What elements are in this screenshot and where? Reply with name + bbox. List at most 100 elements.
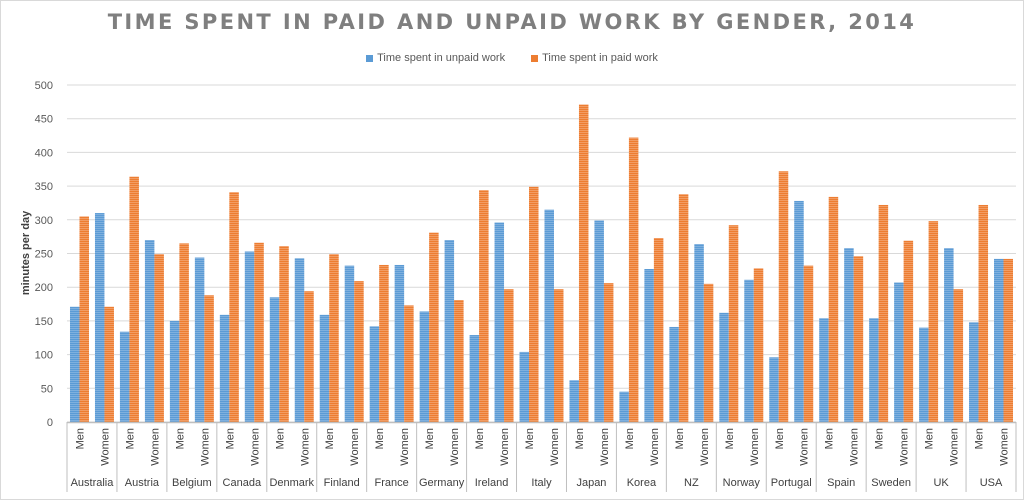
subcategory-label: Men xyxy=(474,428,486,449)
bar-unpaid-spain-women xyxy=(844,248,854,422)
bar-unpaid-belgium-men xyxy=(169,320,180,422)
group-label: NZ xyxy=(684,477,699,489)
subcategory-label: Women xyxy=(949,428,961,466)
subcategory-label: Men xyxy=(974,428,986,449)
subcategory-label: Men xyxy=(574,428,586,449)
bar-unpaid-japan-men xyxy=(569,380,579,422)
legend-swatch-paid xyxy=(531,54,539,62)
group-label: Korea xyxy=(627,477,657,489)
group-label: France xyxy=(375,477,409,489)
bar-paid-denmark-men xyxy=(279,246,289,422)
legend-item-unpaid[interactable]: Time spent in unpaid work xyxy=(366,52,505,64)
y-tick-label: 250 xyxy=(35,249,53,261)
group-label: USA xyxy=(980,477,1003,489)
subcategory-label: Women xyxy=(499,428,511,466)
bar-paid-france-women xyxy=(404,305,414,422)
group-label: Denmark xyxy=(269,477,314,489)
subcategory-label: Women xyxy=(699,428,711,466)
bar-unpaid-australia-men xyxy=(69,306,80,422)
bar-paid-australia-women xyxy=(104,306,114,422)
legend-label-paid: Time spent in paid work xyxy=(542,52,658,64)
bar-paid-belgium-men xyxy=(179,243,189,422)
group-label: Belgium xyxy=(172,477,212,489)
bar-unpaid-finland-men xyxy=(319,314,330,422)
bar-unpaid-france-women xyxy=(394,264,405,422)
subcategory-label: Women xyxy=(799,428,811,466)
bar-paid-austria-women xyxy=(154,254,164,422)
bar-unpaid-portugal-men xyxy=(769,357,779,422)
bar-paid-korea-men xyxy=(628,137,639,422)
bar-paid-ireland-men xyxy=(479,190,489,422)
bar-paid-finland-men xyxy=(329,254,339,422)
bar-unpaid-germany-men xyxy=(419,311,430,422)
subcategory-label: Women xyxy=(549,428,561,466)
group-label: Japan xyxy=(576,477,606,489)
subcategory-label: Men xyxy=(674,428,686,449)
group-label: Finland xyxy=(324,477,360,489)
bar-paid-uk-women xyxy=(953,289,964,422)
bar-unpaid-italy-women xyxy=(544,209,554,422)
y-tick-label: 0 xyxy=(47,417,53,429)
bar-unpaid-ireland-women xyxy=(494,222,505,422)
bar-unpaid-canada-men xyxy=(219,314,230,422)
bar-unpaid-uk-men xyxy=(919,327,929,422)
bar-unpaid-canada-women xyxy=(244,251,255,422)
bar-unpaid-austria-men xyxy=(119,331,130,422)
bar-paid-denmark-women xyxy=(304,291,314,422)
bar-unpaid-portugal-women xyxy=(794,200,804,422)
bar-unpaid-korea-women xyxy=(644,269,654,422)
bar-paid-ireland-women xyxy=(504,289,514,422)
y-tick-label: 300 xyxy=(35,215,53,227)
bar-paid-spain-women xyxy=(853,256,864,422)
bar-paid-usa-women xyxy=(1003,258,1014,422)
bar-unpaid-uk-women xyxy=(944,248,954,422)
subcategory-label: Women xyxy=(299,428,311,466)
subcategory-label: Men xyxy=(374,428,386,449)
group-label: Norway xyxy=(723,477,761,489)
bar-paid-belgium-women xyxy=(204,295,214,422)
bar-paid-nz-women xyxy=(703,283,714,422)
bar-unpaid-austria-women xyxy=(144,240,155,422)
subcategory-label: Men xyxy=(224,428,236,449)
legend-swatch-unpaid xyxy=(366,54,374,62)
bar-unpaid-finland-women xyxy=(344,265,355,422)
bar-paid-canada-women xyxy=(254,242,264,422)
group-label: Germany xyxy=(419,477,465,489)
bar-paid-spain-men xyxy=(828,196,839,422)
bar-unpaid-norway-men xyxy=(719,312,729,422)
bar-paid-canada-men xyxy=(229,192,239,422)
subcategory-label: Women xyxy=(249,428,261,466)
bar-paid-japan-men xyxy=(578,104,589,423)
bar-unpaid-denmark-men xyxy=(269,297,280,422)
bar-paid-sweden-women xyxy=(903,240,914,422)
subcategory-label: Men xyxy=(124,428,136,449)
bar-unpaid-australia-women xyxy=(94,213,105,422)
subcategory-label: Men xyxy=(824,428,836,449)
subcategory-label: Women xyxy=(749,428,761,466)
legend-item-paid[interactable]: Time spent in paid work xyxy=(531,52,658,64)
chart-title: TIME SPENT IN PAID AND UNPAID WORK BY GE… xyxy=(107,10,917,34)
subcategory-label: Women xyxy=(899,428,911,466)
bar-paid-usa-men xyxy=(978,204,989,422)
subcategory-label: Men xyxy=(774,428,786,449)
bar-paid-norway-women xyxy=(753,268,764,422)
y-tick-label: 50 xyxy=(41,383,53,395)
bar-unpaid-usa-women xyxy=(994,258,1004,422)
bar-paid-uk-men xyxy=(928,221,939,422)
subcategory-label: Men xyxy=(274,428,286,449)
group-label: Sweden xyxy=(871,477,911,489)
legend: Time spent in unpaid work Time spent in … xyxy=(0,52,1024,64)
subcategory-label: Men xyxy=(74,428,86,449)
bar-unpaid-germany-women xyxy=(444,240,455,422)
bar-unpaid-japan-women xyxy=(594,220,604,422)
y-tick-label: 450 xyxy=(35,114,53,126)
group-label: UK xyxy=(933,477,949,489)
group-label: Australia xyxy=(71,477,115,489)
legend-label-unpaid: Time spent in unpaid work xyxy=(377,52,506,64)
bar-paid-portugal-men xyxy=(778,171,789,422)
subcategory-label: Men xyxy=(724,428,736,449)
subcategory-label: Men xyxy=(424,428,436,449)
bar-paid-norway-men xyxy=(728,225,739,422)
bar-unpaid-korea-men xyxy=(619,391,629,422)
